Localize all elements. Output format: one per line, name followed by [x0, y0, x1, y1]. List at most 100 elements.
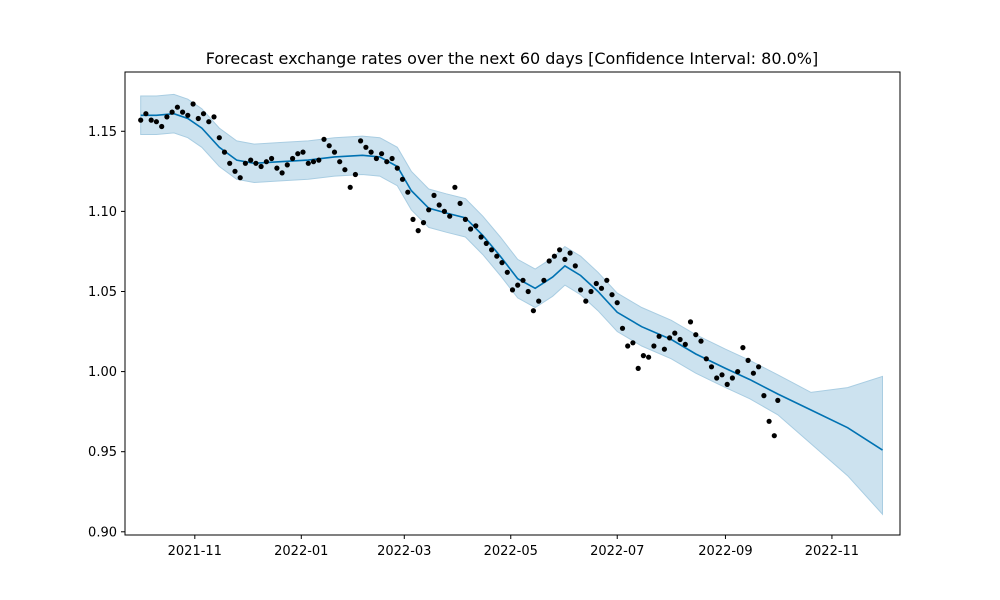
observed-point [572, 263, 578, 269]
observed-point [258, 163, 264, 170]
y-tick-label: 1.00 [88, 365, 117, 380]
observed-point [415, 228, 421, 234]
observed-point [174, 104, 180, 110]
y-tick-label: 1.05 [88, 285, 117, 300]
observed-point [452, 184, 458, 190]
observed-point [358, 138, 364, 144]
observed-point [143, 111, 149, 117]
observed-point [604, 277, 610, 283]
x-tick-label: 2022-09 [698, 544, 752, 559]
observed-point [221, 149, 228, 155]
observed-point [625, 343, 631, 349]
plot-area [138, 93, 883, 516]
y-tick-label: 0.95 [88, 445, 117, 460]
observed-point [557, 247, 563, 253]
observed-point [504, 269, 510, 275]
observed-point [316, 157, 322, 163]
observed-point [389, 155, 395, 162]
plot-frame [124, 71, 901, 536]
observed-point [509, 287, 516, 293]
x-tick-label: 2022-11 [805, 544, 859, 559]
observed-point [190, 101, 196, 107]
observed-point [562, 256, 568, 262]
observed-point [468, 226, 474, 232]
observed-point [410, 216, 416, 222]
observed-point [279, 170, 285, 176]
observed-point [242, 160, 248, 166]
observed-point [180, 109, 186, 115]
observed-point [677, 336, 683, 343]
observed-point [583, 298, 589, 304]
observed-point [630, 340, 636, 346]
observed-point [489, 247, 495, 253]
observed-point [305, 160, 311, 166]
observed-point [295, 151, 301, 157]
observed-point [483, 240, 489, 246]
observed-point [394, 165, 400, 171]
observed-point [708, 364, 715, 370]
observed-point [457, 200, 463, 206]
observed-point [373, 155, 379, 162]
observed-point [379, 151, 385, 157]
observed-point [766, 418, 772, 424]
observed-point [426, 207, 432, 213]
observed-point [614, 300, 620, 306]
observed-point [750, 370, 757, 376]
observed-point [729, 375, 736, 381]
observed-point [436, 202, 442, 208]
y-tick-label: 1.10 [88, 205, 117, 220]
observed-point [567, 250, 573, 256]
observed-point [756, 364, 762, 370]
observed-point [420, 220, 427, 226]
axes: 2021-11 2022-01 2022-03 2022-05 2022-07 2022-… [88, 125, 859, 559]
observed-point [651, 343, 657, 349]
observed-point [499, 260, 505, 266]
observed-point [352, 171, 358, 178]
observed-point [206, 119, 212, 125]
observed-point [593, 280, 599, 287]
observed-point [646, 354, 652, 360]
observed-point [138, 117, 144, 123]
observed-point [735, 369, 741, 375]
observed-point [331, 149, 338, 155]
observed-point [447, 213, 453, 219]
observed-point [384, 159, 390, 165]
observed-point [588, 288, 594, 295]
observed-point [284, 162, 290, 168]
observed-point [635, 365, 641, 371]
observed-point [200, 111, 207, 117]
observed-point [551, 253, 558, 259]
observed-point [263, 159, 269, 165]
observed-point [300, 149, 306, 155]
y-tick-label: 1.15 [88, 125, 117, 140]
observed-point [541, 277, 547, 283]
x-tick-label: 2021-11 [168, 544, 222, 559]
observed-point [347, 184, 353, 190]
confidence-band [140, 93, 883, 516]
observed-point [368, 149, 374, 155]
observed-point [771, 433, 777, 439]
observed-point [441, 208, 447, 214]
observed-point [399, 176, 406, 182]
observed-point [337, 159, 343, 165]
observed-point [159, 123, 165, 130]
observed-point [719, 372, 725, 378]
x-tick-label: 2022-03 [377, 544, 431, 559]
observed-point [462, 216, 468, 222]
observed-point [698, 338, 704, 344]
observed-point [661, 346, 668, 352]
observed-point [342, 167, 348, 173]
observed-point [431, 192, 437, 198]
observed-point [269, 155, 275, 162]
observed-point [310, 159, 317, 165]
observed-point [775, 397, 781, 403]
observed-point [473, 223, 479, 229]
observed-point [609, 292, 615, 298]
observed-point [598, 285, 605, 291]
observed-point [672, 330, 678, 336]
observed-point [515, 282, 521, 288]
observed-point [667, 335, 673, 341]
observed-point [656, 333, 662, 339]
observed-point [494, 253, 500, 259]
